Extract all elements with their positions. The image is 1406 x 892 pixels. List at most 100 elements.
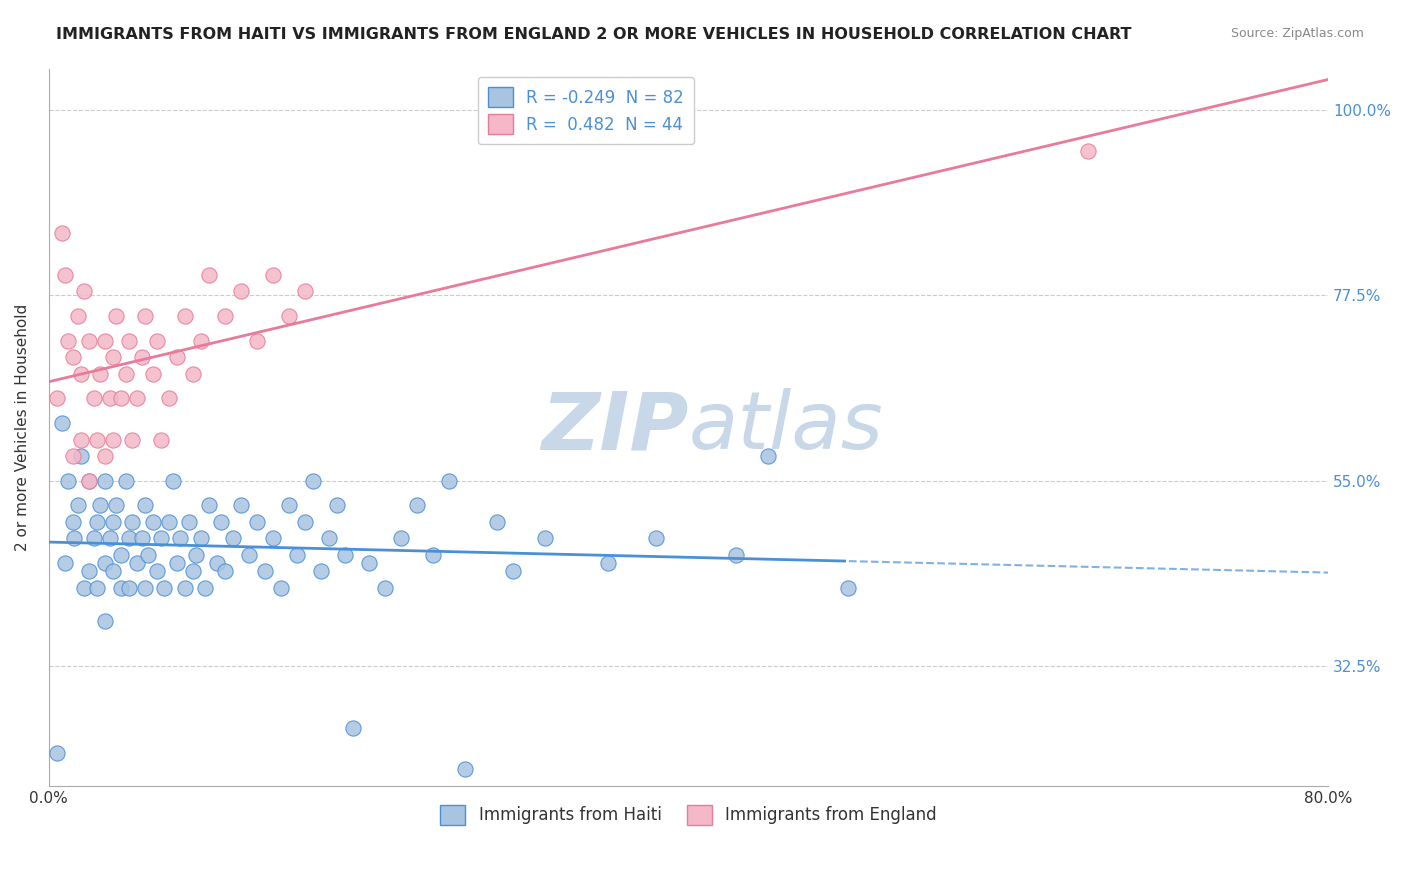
Point <box>453 762 475 776</box>
Point <box>142 515 165 529</box>
Point <box>153 581 176 595</box>
Point <box>125 392 148 406</box>
Point <box>121 433 143 447</box>
Point <box>246 334 269 348</box>
Point <box>69 367 91 381</box>
Point <box>114 367 136 381</box>
Text: Source: ZipAtlas.com: Source: ZipAtlas.com <box>1230 27 1364 40</box>
Point <box>214 309 236 323</box>
Point <box>101 565 124 579</box>
Point <box>262 268 284 282</box>
Point <box>51 227 73 241</box>
Point <box>93 556 115 570</box>
Point <box>86 515 108 529</box>
Point <box>181 565 204 579</box>
Point <box>136 548 159 562</box>
Point <box>357 556 380 570</box>
Point <box>134 581 156 595</box>
Point <box>63 532 86 546</box>
Point <box>69 433 91 447</box>
Point <box>93 449 115 463</box>
Text: IMMIGRANTS FROM HAITI VS IMMIGRANTS FROM ENGLAND 2 OR MORE VEHICLES IN HOUSEHOLD: IMMIGRANTS FROM HAITI VS IMMIGRANTS FROM… <box>56 27 1132 42</box>
Point <box>121 515 143 529</box>
Point <box>325 499 347 513</box>
Point <box>142 367 165 381</box>
Point <box>485 515 508 529</box>
Point <box>134 499 156 513</box>
Point <box>405 499 427 513</box>
Point <box>104 309 127 323</box>
Point <box>110 581 132 595</box>
Point <box>190 334 212 348</box>
Point <box>83 392 105 406</box>
Legend: Immigrants from Haiti, Immigrants from England: Immigrants from Haiti, Immigrants from E… <box>430 795 946 835</box>
Text: ZIP: ZIP <box>541 388 689 467</box>
Point <box>166 556 188 570</box>
Point <box>73 284 96 298</box>
Point <box>93 614 115 628</box>
Point <box>149 532 172 546</box>
Point <box>86 433 108 447</box>
Point <box>62 350 84 364</box>
Point <box>277 499 299 513</box>
Point <box>125 556 148 570</box>
Point <box>179 515 201 529</box>
Point <box>277 309 299 323</box>
Text: atlas: atlas <box>689 388 883 467</box>
Point <box>262 532 284 546</box>
Point <box>131 350 153 364</box>
Point <box>101 515 124 529</box>
Y-axis label: 2 or more Vehicles in Household: 2 or more Vehicles in Household <box>15 303 30 550</box>
Point <box>53 268 76 282</box>
Point <box>502 565 524 579</box>
Point <box>89 499 111 513</box>
Point <box>169 532 191 546</box>
Point <box>205 556 228 570</box>
Point <box>77 334 100 348</box>
Point <box>131 532 153 546</box>
Point <box>98 392 121 406</box>
Point <box>62 515 84 529</box>
Point <box>118 532 141 546</box>
Point <box>51 416 73 430</box>
Point <box>229 284 252 298</box>
Point <box>270 581 292 595</box>
Point <box>294 284 316 298</box>
Point <box>166 350 188 364</box>
Point <box>389 532 412 546</box>
Point <box>101 350 124 364</box>
Point <box>190 532 212 546</box>
Point <box>253 565 276 579</box>
Point <box>725 548 748 562</box>
Point <box>533 532 555 546</box>
Point <box>118 334 141 348</box>
Point <box>146 334 169 348</box>
Point <box>77 565 100 579</box>
Point <box>146 565 169 579</box>
Point <box>73 581 96 595</box>
Point <box>173 581 195 595</box>
Point <box>66 499 89 513</box>
Point <box>181 367 204 381</box>
Point <box>246 515 269 529</box>
Point <box>837 581 859 595</box>
Point <box>66 309 89 323</box>
Point <box>45 746 67 760</box>
Point <box>221 532 243 546</box>
Point <box>53 556 76 570</box>
Point <box>1077 144 1099 158</box>
Point <box>197 499 219 513</box>
Point <box>645 532 668 546</box>
Point <box>110 392 132 406</box>
Point <box>173 309 195 323</box>
Point <box>162 474 184 488</box>
Point <box>98 532 121 546</box>
Point <box>56 334 79 348</box>
Point <box>318 532 340 546</box>
Point <box>93 474 115 488</box>
Point <box>110 548 132 562</box>
Point <box>197 268 219 282</box>
Point <box>285 548 308 562</box>
Point <box>342 721 364 735</box>
Point <box>118 581 141 595</box>
